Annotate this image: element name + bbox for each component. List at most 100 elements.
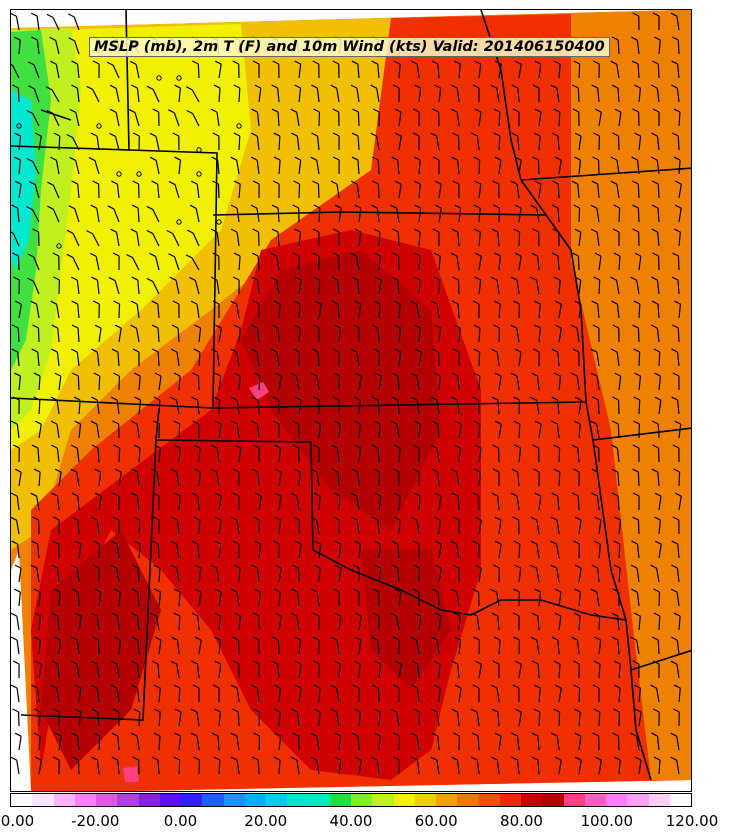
wind-barb — [91, 612, 100, 631]
wind-barb — [129, 60, 140, 79]
wind-barb — [312, 60, 320, 79]
wind-barb — [434, 324, 442, 343]
wind-barb — [170, 660, 180, 679]
wind-barb — [132, 348, 140, 367]
wind-barb — [393, 444, 401, 463]
wind-barb — [334, 324, 342, 343]
colorbar-segment — [457, 794, 479, 806]
wind-barb — [333, 492, 341, 511]
wind-barb — [130, 300, 140, 319]
wind-barb — [330, 84, 340, 103]
wind-barb — [71, 564, 80, 583]
wind-barb — [491, 228, 500, 247]
wind-barb — [30, 564, 40, 583]
wind-barb — [230, 156, 240, 175]
wind-barb — [553, 444, 561, 463]
wind-barb — [331, 444, 340, 463]
wind-barb — [590, 372, 600, 391]
wind-barb — [331, 468, 340, 487]
wind-barb — [172, 300, 180, 319]
wind-barb — [292, 732, 300, 751]
wind-barb — [392, 636, 400, 655]
wind-barb — [234, 444, 242, 463]
wind-barb — [273, 132, 281, 151]
wind-barb — [33, 468, 41, 487]
wind-barb — [112, 492, 120, 511]
wind-barb — [233, 252, 241, 271]
wind-barb — [291, 588, 300, 607]
wind-barb — [512, 612, 520, 631]
wind-barb — [272, 60, 280, 79]
temp-zone-dark-red — [241, 250, 441, 530]
wind-barb — [271, 84, 280, 103]
wind-barb — [230, 204, 240, 223]
wind-barb — [154, 684, 161, 703]
wind-barb — [194, 468, 202, 487]
wind-barb — [312, 396, 320, 415]
wind-barb — [150, 468, 160, 487]
wind-barb — [474, 108, 482, 127]
wind-barb — [33, 732, 41, 751]
wind-barb — [432, 348, 440, 367]
wind-barb — [674, 684, 681, 703]
wind-barb — [592, 396, 600, 415]
wind-barb — [71, 300, 80, 319]
wind-barb — [354, 420, 362, 439]
wind-barb — [230, 516, 240, 535]
wind-barb — [275, 564, 282, 583]
wind-barb — [650, 156, 660, 175]
wind-barb — [431, 732, 440, 751]
wind-barb — [451, 756, 460, 775]
wind-barb — [253, 300, 260, 319]
wind-barb — [313, 324, 320, 343]
wind-barb — [91, 516, 100, 535]
colorbar-segment — [542, 794, 564, 806]
wind-barb — [554, 612, 562, 631]
wind-barb — [92, 636, 100, 655]
wind-barb — [475, 660, 482, 679]
wind-barb — [92, 180, 100, 199]
wind-barb — [352, 108, 360, 127]
wind-barb — [352, 564, 360, 583]
wind-barb — [14, 588, 21, 607]
wind-barb — [13, 276, 20, 295]
wind-barb — [354, 540, 362, 559]
wind-barb — [371, 60, 380, 79]
wind-barb — [50, 60, 60, 79]
wind-barb — [350, 180, 360, 199]
wind-barb — [555, 324, 562, 343]
wind-barb — [551, 180, 560, 199]
wind-barb — [610, 348, 620, 367]
wind-barb — [12, 84, 20, 103]
wind-barb — [232, 60, 240, 79]
wind-barb — [410, 372, 420, 391]
wind-barb — [534, 108, 542, 127]
wind-barb — [651, 228, 660, 247]
temp-zone-dark-red-sw — [41, 530, 161, 770]
wind-barb — [232, 660, 240, 679]
wind-barb — [593, 132, 601, 151]
wind-barb — [126, 254, 140, 271]
wind-barb — [186, 109, 200, 127]
wind-barb — [152, 108, 160, 127]
wind-barb — [151, 180, 160, 199]
wind-barb — [672, 372, 680, 391]
wind-barb — [189, 204, 200, 223]
wind-barb — [334, 756, 342, 775]
wind-barb — [453, 732, 460, 751]
wind-barb — [633, 348, 641, 367]
wind-barb — [431, 468, 440, 487]
wind-barb — [94, 588, 102, 607]
wind-barb — [111, 756, 120, 775]
wind-barb — [551, 636, 560, 655]
wind-barb — [591, 492, 600, 511]
wind-barb — [93, 732, 101, 751]
wind-barb — [374, 492, 382, 511]
colorbar-segment — [159, 794, 181, 806]
wind-barb — [634, 84, 642, 103]
wind-barb — [654, 540, 662, 559]
wind-barb — [430, 756, 440, 775]
wind-barb — [452, 516, 460, 535]
wind-barb — [26, 109, 40, 127]
wind-barb — [553, 708, 561, 727]
